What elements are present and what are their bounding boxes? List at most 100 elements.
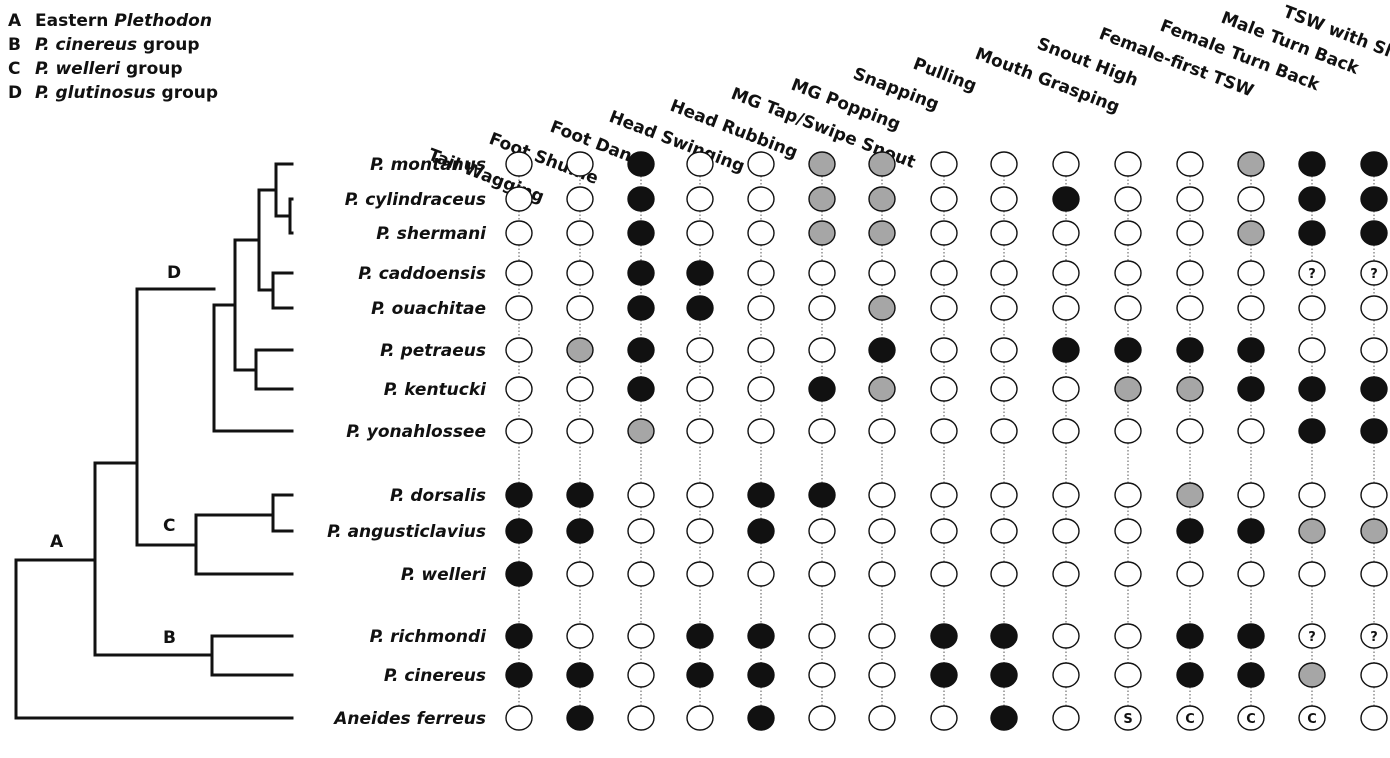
state-marker-absent	[686, 186, 714, 212]
state-circle	[1360, 295, 1388, 321]
state-circle	[1114, 295, 1142, 321]
state-circle	[505, 418, 533, 444]
state-marker-absent	[1114, 186, 1142, 212]
state-circle	[990, 337, 1018, 363]
state-marker-absent	[566, 623, 594, 649]
state-marker-absent	[686, 482, 714, 508]
state-circle	[1114, 376, 1142, 402]
state-circle	[1360, 151, 1388, 177]
state-marker-absent	[1114, 623, 1142, 649]
state-circle	[566, 418, 594, 444]
state-marker-absent	[808, 295, 836, 321]
state-marker-present	[1052, 337, 1080, 363]
state-marker-present	[1237, 662, 1265, 688]
state-marker-absent	[990, 337, 1018, 363]
state-marker-absent	[990, 260, 1018, 286]
state-circle	[1176, 295, 1204, 321]
state-marker-present	[505, 482, 533, 508]
clade-label-c: C	[163, 516, 175, 536]
state-marker-absent	[686, 376, 714, 402]
state-circle	[1237, 337, 1265, 363]
state-marker-absent	[566, 151, 594, 177]
taxon-label: P. cinereus	[384, 666, 486, 686]
state-marker-absent	[627, 482, 655, 508]
state-circle	[1237, 186, 1265, 212]
state-marker-absent	[505, 151, 533, 177]
state-marker-absent	[1360, 295, 1388, 321]
state-circle	[1176, 561, 1204, 587]
state-circle	[1360, 623, 1388, 649]
state-circle	[1237, 260, 1265, 286]
state-marker-present	[1176, 518, 1204, 544]
state-circle	[1237, 662, 1265, 688]
state-marker-absent	[808, 260, 836, 286]
state-circle	[627, 151, 655, 177]
state-marker-variable	[1176, 482, 1204, 508]
state-marker-absent	[1176, 561, 1204, 587]
state-circle	[930, 705, 958, 731]
state-marker-absent	[566, 220, 594, 246]
state-marker-absent	[990, 561, 1018, 587]
state-marker-variable	[1176, 376, 1204, 402]
state-circle	[868, 186, 896, 212]
legend-letter-a: A	[8, 11, 22, 31]
state-marker-question: ?	[1298, 623, 1326, 649]
state-circle	[747, 623, 775, 649]
state-circle	[505, 705, 533, 731]
taxon-label: P. welleri	[401, 565, 487, 585]
state-marker-present	[627, 186, 655, 212]
state-marker-absent	[686, 220, 714, 246]
state-marker-present	[990, 623, 1018, 649]
state-circle	[1176, 376, 1204, 402]
state-marker-absent	[808, 418, 836, 444]
state-circle	[1052, 295, 1080, 321]
state-marker-absent	[990, 220, 1018, 246]
state-marker-present	[1114, 337, 1142, 363]
taxon-label: P. ouachitae	[371, 299, 486, 319]
state-circle	[990, 151, 1018, 177]
state-circle	[1176, 662, 1204, 688]
state-circle	[566, 220, 594, 246]
state-circle	[868, 151, 896, 177]
state-marker-variable	[1360, 518, 1388, 544]
state-marker-absent	[1237, 186, 1265, 212]
state-circle	[1360, 337, 1388, 363]
state-circle	[686, 376, 714, 402]
state-marker-absent	[505, 337, 533, 363]
state-circle	[505, 662, 533, 688]
state-circle	[1360, 186, 1388, 212]
state-marker-absent	[747, 418, 775, 444]
state-marker-variable	[1114, 376, 1142, 402]
state-marker-absent	[930, 418, 958, 444]
state-circle	[627, 295, 655, 321]
state-circle	[808, 186, 836, 212]
state-marker-absent	[1052, 518, 1080, 544]
state-marker-text: C	[1307, 712, 1317, 727]
legend-letter-b: B	[8, 35, 21, 55]
state-circle	[1114, 623, 1142, 649]
state-circle	[808, 220, 836, 246]
state-circle	[686, 186, 714, 212]
state-marker-absent	[747, 151, 775, 177]
state-marker-absent	[1237, 561, 1265, 587]
state-circle	[1360, 561, 1388, 587]
state-circle	[566, 295, 594, 321]
state-marker-variable	[1298, 662, 1326, 688]
state-marker-present	[747, 518, 775, 544]
state-circle	[686, 518, 714, 544]
state-marker-absent	[1114, 220, 1142, 246]
state-circle	[686, 295, 714, 321]
state-circle	[1052, 623, 1080, 649]
state-marker-letter: C	[1176, 705, 1204, 731]
state-circle	[1298, 705, 1326, 731]
state-circle	[1237, 623, 1265, 649]
state-circle	[747, 482, 775, 508]
state-circle	[686, 623, 714, 649]
state-marker-variable	[868, 151, 896, 177]
state-circle	[566, 260, 594, 286]
state-circle	[868, 662, 896, 688]
state-circle	[1114, 337, 1142, 363]
state-marker-absent	[868, 662, 896, 688]
taxon-label: P. richmondi	[370, 627, 488, 647]
state-marker-absent	[990, 376, 1018, 402]
